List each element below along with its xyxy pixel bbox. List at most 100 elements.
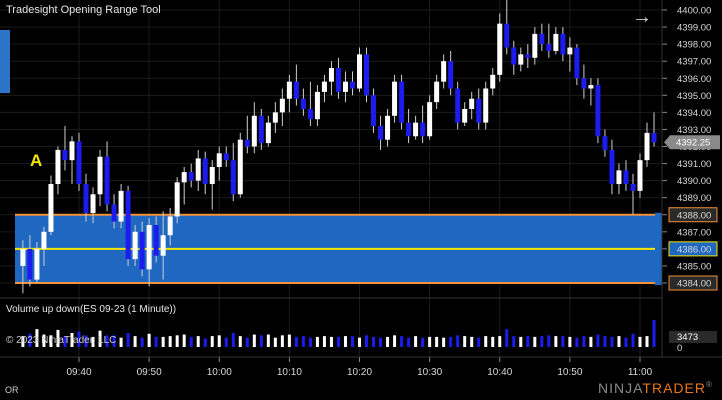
volume-bar bbox=[77, 331, 81, 347]
candle-up bbox=[146, 224, 152, 270]
volume-bar bbox=[91, 336, 95, 347]
candle-up bbox=[209, 166, 215, 185]
candle-up bbox=[279, 98, 285, 113]
candle-down bbox=[581, 78, 587, 89]
candle-up bbox=[567, 47, 573, 55]
volume-bar bbox=[63, 336, 67, 347]
volume-bar bbox=[259, 335, 263, 347]
price-label: 4386.00 bbox=[677, 244, 711, 255]
candle-up bbox=[497, 23, 503, 75]
time-label: 10:40 bbox=[487, 367, 512, 378]
candle-down bbox=[455, 88, 461, 123]
time-label: 10:20 bbox=[347, 367, 372, 378]
candle-up bbox=[637, 160, 643, 191]
candle-up bbox=[462, 108, 468, 123]
volume-bar bbox=[463, 336, 467, 347]
volume-bar bbox=[652, 320, 656, 347]
volume-bar bbox=[98, 330, 102, 347]
price-label: 4396.00 bbox=[677, 74, 711, 85]
volume-bar bbox=[470, 336, 474, 347]
volume-bar bbox=[624, 337, 628, 347]
volume-bar bbox=[231, 333, 235, 347]
price-label: 4400.00 bbox=[677, 6, 711, 17]
price-label: 4393.00 bbox=[677, 125, 711, 136]
candle-up bbox=[69, 141, 75, 161]
candle-down bbox=[371, 95, 377, 127]
volume-bar bbox=[540, 336, 544, 347]
volume-bar bbox=[372, 336, 376, 347]
time-label: 10:00 bbox=[207, 367, 232, 378]
candle-down bbox=[153, 224, 159, 256]
volume-bar bbox=[189, 336, 193, 347]
volume-bar bbox=[393, 335, 397, 347]
volume-bar bbox=[161, 336, 165, 347]
volume-bar bbox=[280, 335, 284, 347]
time-label: 09:50 bbox=[137, 367, 162, 378]
price-label: 4399.00 bbox=[677, 23, 711, 34]
candle-down bbox=[602, 136, 608, 150]
candle-up bbox=[251, 115, 257, 147]
volume-bar bbox=[533, 336, 537, 347]
opening-range-zone bbox=[15, 212, 662, 285]
volume-bar bbox=[386, 336, 390, 347]
candle-up bbox=[490, 74, 496, 89]
volume-bar bbox=[315, 336, 319, 347]
volume-bar bbox=[484, 336, 488, 347]
volume-bar bbox=[442, 337, 446, 347]
candle-down bbox=[111, 204, 117, 222]
candle-down bbox=[223, 153, 229, 161]
candle-up bbox=[342, 81, 348, 92]
candle-down bbox=[293, 81, 299, 99]
candle-down bbox=[560, 33, 566, 55]
volume-bar bbox=[582, 336, 586, 347]
time-label: 10:30 bbox=[417, 367, 442, 378]
candle-down bbox=[27, 248, 33, 280]
volume-bar bbox=[519, 336, 523, 347]
volume-bar bbox=[638, 336, 642, 347]
sidebar-toggle-tab[interactable] bbox=[0, 30, 10, 93]
volume-bar bbox=[252, 334, 256, 347]
candle-down bbox=[335, 68, 341, 92]
volume-bar bbox=[477, 337, 481, 347]
candle-up bbox=[97, 156, 103, 195]
candle-up bbox=[41, 231, 47, 249]
volume-bar bbox=[245, 337, 249, 347]
candle-up bbox=[321, 81, 327, 92]
volume-bar bbox=[175, 335, 179, 347]
time-axis[interactable]: 09:40 09:50 10:00 10:10 10:20 10:30 10:40 10:50… bbox=[66, 357, 653, 378]
volume-bar bbox=[407, 337, 411, 347]
candle-down bbox=[623, 170, 629, 185]
candle-up bbox=[392, 81, 398, 116]
volume-bar bbox=[119, 337, 123, 347]
volume-bar bbox=[35, 329, 39, 347]
price-axis[interactable]: 4400.00 4399.00 4398.00 4397.00 4396.00 4395.… bbox=[662, 6, 720, 355]
candle-up bbox=[553, 33, 559, 51]
brand-mark: ® bbox=[705, 380, 713, 389]
candle-down bbox=[307, 108, 313, 120]
candle-down bbox=[539, 33, 545, 45]
candle-up bbox=[90, 194, 96, 214]
volume-bar bbox=[238, 336, 242, 347]
volume-bar bbox=[154, 336, 158, 347]
candle-up bbox=[469, 98, 475, 109]
arrow-right-icon[interactable]: → bbox=[632, 6, 652, 28]
brand-prefix: NINJA bbox=[598, 380, 643, 396]
volume-bar bbox=[491, 336, 495, 347]
ninjatrader-logo: NINJATRADER® bbox=[598, 380, 713, 396]
volume-bar bbox=[343, 336, 347, 347]
price-label: 4388.00 bbox=[677, 210, 711, 221]
current-price-tag bbox=[664, 135, 720, 150]
candle-up bbox=[265, 122, 271, 144]
candle-down bbox=[104, 156, 110, 205]
candle-down bbox=[420, 122, 426, 137]
candle-up bbox=[20, 248, 26, 266]
volume-bar bbox=[210, 336, 214, 347]
candle-down bbox=[230, 160, 236, 195]
candle-down bbox=[574, 47, 580, 79]
volume-bar bbox=[168, 336, 172, 347]
candle-up bbox=[55, 149, 61, 185]
candle-up bbox=[132, 231, 138, 260]
volume-bar bbox=[365, 335, 369, 347]
volume-bar bbox=[498, 336, 502, 347]
